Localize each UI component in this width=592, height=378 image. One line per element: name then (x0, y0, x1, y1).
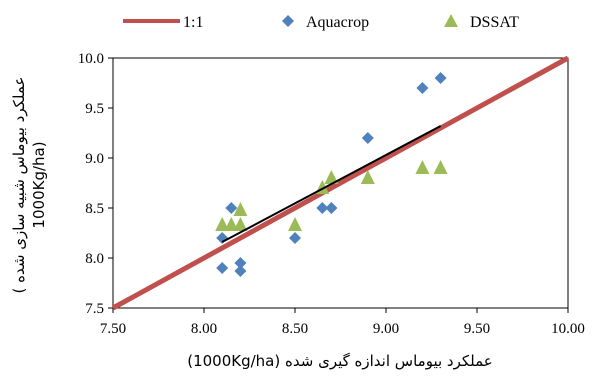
dssat-point (233, 217, 248, 231)
legend-label-aquacrop: Aquacrop (306, 14, 369, 31)
x-axis-title: عملکرد بیوماس اندازه گیری شده (1000Kg/ha… (187, 352, 493, 370)
legend-marker-aquacrop (282, 15, 294, 27)
trend-line (221, 125, 442, 243)
aquacrop-point (289, 232, 301, 244)
dssat-point (360, 170, 375, 184)
y-tick-label: 9.5 (85, 101, 104, 117)
y-tick-label: 9.0 (85, 151, 104, 167)
x-tick-label: 7.50 (100, 321, 126, 337)
aquacrop-point (325, 202, 338, 214)
legend: 1:1 Aquacrop DSSAT (123, 14, 519, 31)
plot-area (112, 57, 569, 309)
x-tick-label: 9.50 (464, 321, 490, 337)
legend-marker-dssat (444, 14, 458, 27)
legend-label-dssat: DSSAT (470, 14, 519, 31)
y-tick-label: 10.0 (78, 51, 104, 67)
y-tick-label: 8.0 (85, 251, 104, 267)
dssat-point (233, 202, 248, 216)
aquacrop-point (234, 265, 247, 277)
legend-label-1to1: 1:1 (183, 14, 203, 31)
aquacrop-point (416, 82, 429, 94)
dssat-point (415, 160, 430, 174)
one-to-one-line (111, 55, 570, 311)
y-axis-title-line2: 1000Kg/ha) (30, 141, 48, 228)
y-axis-title-line1: عملکرد بیوماس شبیه سازی شده ) (10, 77, 28, 294)
aquacrop-point (361, 132, 374, 144)
series-marks (111, 55, 570, 311)
x-tick-label: 9.00 (373, 321, 399, 337)
aquacrop-point (216, 262, 229, 274)
dssat-point (224, 217, 239, 231)
y-tick-label: 7.5 (85, 301, 104, 317)
dssat-point (324, 170, 339, 184)
dssat-point (433, 160, 448, 174)
aquacrop-point (316, 202, 329, 214)
axis-ticks: 7.50 8.00 8.50 9.00 9.50 10.00 7.5 8.0 8.5 9.0 9.5… (78, 51, 585, 337)
aquacrop-point (234, 257, 247, 269)
aquacrop-point (225, 202, 238, 214)
x-tick-label: 10.00 (551, 321, 585, 337)
aquacrop-point (216, 232, 229, 244)
x-tick-label: 8.50 (282, 321, 308, 337)
y-tick-label: 8.5 (85, 201, 104, 217)
dssat-point (288, 217, 302, 231)
x-tick-label: 8.00 (191, 321, 217, 337)
dssat-point (215, 217, 230, 231)
aquacrop-point (434, 72, 447, 84)
